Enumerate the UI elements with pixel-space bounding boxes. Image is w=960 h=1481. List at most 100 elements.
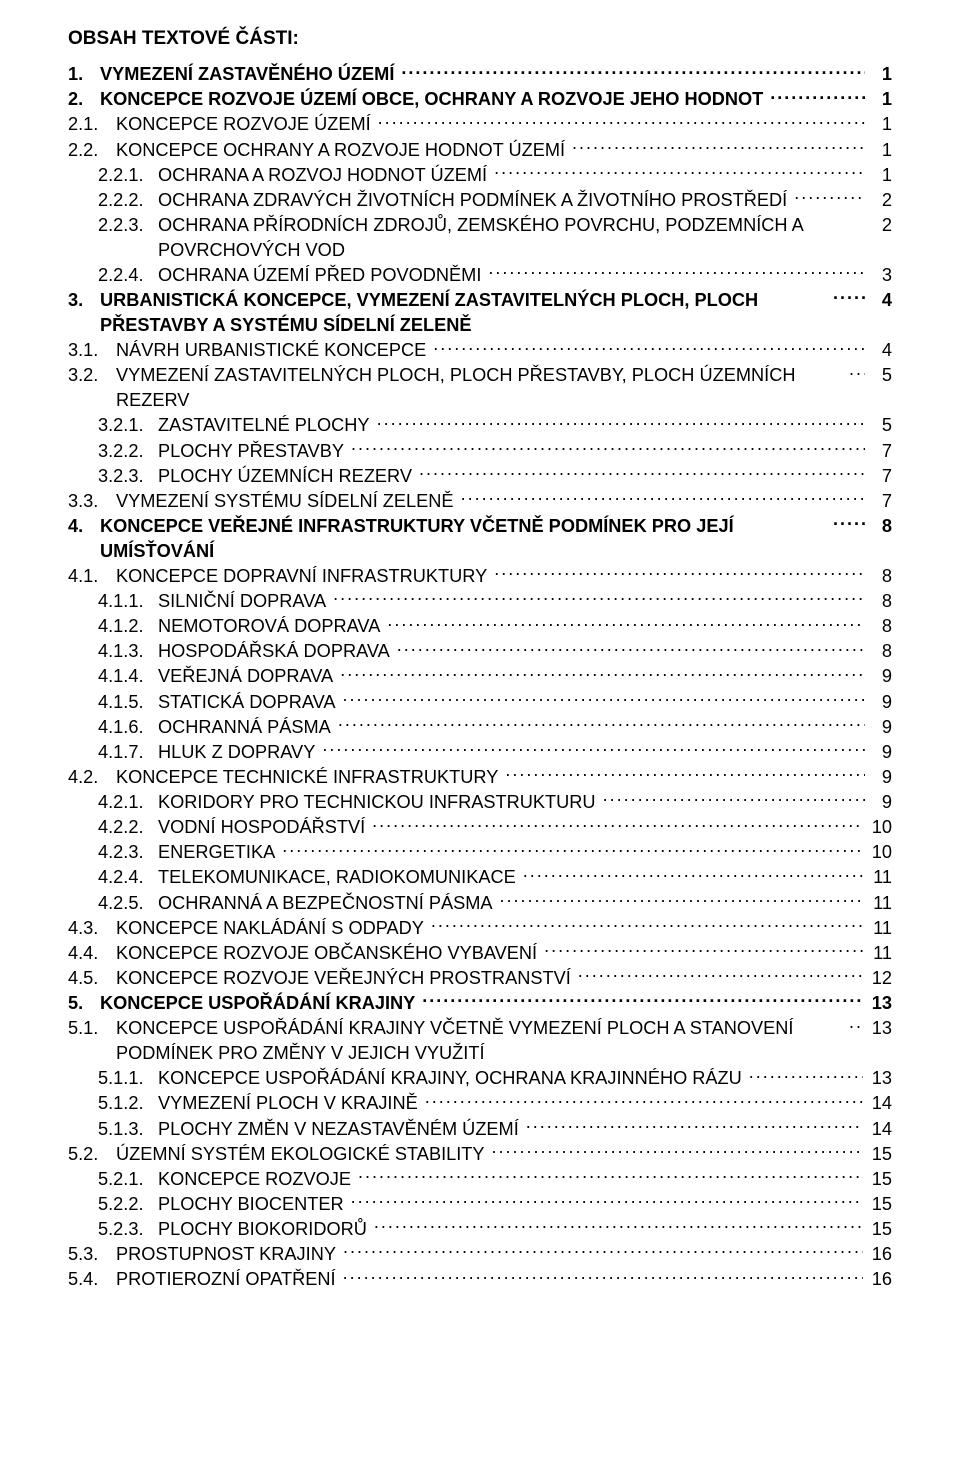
toc-entry: 5.1.1.KONCEPCE USPOŘÁDÁNÍ KRAJINY, OCHRA…	[68, 1066, 892, 1091]
toc-entry-text: VODNÍ HOSPODÁŘSTVÍ	[158, 815, 369, 840]
toc-entry-page: 3	[868, 263, 892, 288]
toc-entry: 1.VYMEZENÍ ZASTAVĚNÉHO ÚZEMÍ1	[68, 62, 892, 87]
toc-entry-text: NÁVRH URBANISTICKÉ KONCEPCE	[116, 338, 430, 363]
toc-entry-page: 7	[868, 489, 892, 514]
toc-entry-text: STATICKÁ DOPRAVA	[158, 690, 340, 715]
toc-entry-page: 10	[866, 815, 892, 840]
toc-leader	[282, 840, 863, 858]
toc-entry-number: 2.1.	[68, 112, 116, 137]
toc-leader	[523, 865, 864, 883]
toc-entry: 3.1.NÁVRH URBANISTICKÉ KONCEPCE4	[68, 338, 892, 363]
toc-entry: 3.2.3.PLOCHY ÚZEMNÍCH REZERV7	[68, 463, 892, 488]
toc-entry: 5.2.2.PLOCHY BIOCENTER15	[68, 1192, 892, 1217]
toc-entry-page: 9	[868, 790, 892, 815]
toc-entry-page: 8	[868, 589, 892, 614]
toc-leader	[431, 916, 864, 934]
toc-leader	[494, 163, 865, 181]
toc-entry-number: 4.1.3.	[98, 639, 158, 664]
toc-entry-page: 16	[866, 1267, 892, 1292]
toc-entry: 3.2.1.ZASTAVITELNÉ PLOCHY5	[68, 413, 892, 438]
toc-entry-number: 4.2.	[68, 765, 116, 790]
toc-entry-text: KONCEPCE TECHNICKÉ INFRASTRUKTURY	[116, 765, 502, 790]
toc-entry-text: NEMOTOROVÁ DOPRAVA	[158, 614, 384, 639]
toc-entry-page: 13	[866, 1066, 892, 1091]
toc-entry-text: KORIDORY PRO TECHNICKOU INFRASTRUKTURU	[158, 790, 600, 815]
toc-leader	[401, 62, 865, 80]
toc-entry-text: ZASTAVITELNÉ PLOCHY	[158, 413, 374, 438]
toc-entry-page: 1	[868, 62, 892, 87]
toc-leader	[494, 564, 865, 582]
toc-entry-number: 4.2.4.	[98, 865, 158, 890]
toc-entry-text: KONCEPCE USPOŘÁDÁNÍ KRAJINY, OCHRANA KRA…	[158, 1066, 746, 1091]
toc-entry-number: 5.4.	[68, 1267, 116, 1292]
toc-entry-page: 8	[868, 514, 892, 539]
toc-entry-number: 2.2.1.	[98, 163, 158, 188]
toc-entry-page: 1	[868, 87, 892, 112]
toc-entry: 4.3.KONCEPCE NAKLÁDÁNÍ S ODPADY11	[68, 916, 892, 941]
toc-leader	[358, 1167, 863, 1185]
toc-entry-text: KONCEPCE NAKLÁDÁNÍ S ODPADY	[116, 916, 428, 941]
toc-entry-number: 4.1.	[68, 564, 116, 589]
toc-entry: 3.URBANISTICKÁ KONCEPCE, VYMEZENÍ ZASTAV…	[68, 288, 892, 338]
toc-entry-number: 4.1.6.	[98, 715, 158, 740]
toc-entry-number: 3.2.2.	[98, 439, 158, 464]
toc-entry-page: 12	[866, 966, 892, 991]
toc-entry-page: 16	[866, 1242, 892, 1267]
toc-entry-number: 5.2.3.	[98, 1217, 158, 1242]
toc-entry-number: 2.2.	[68, 138, 116, 163]
toc-entry-page: 14	[866, 1091, 892, 1116]
toc-leader	[425, 1091, 863, 1109]
toc-leader	[351, 438, 865, 456]
toc-entry-number: 5.	[68, 991, 100, 1016]
toc-entry: 2.2.4.OCHRANA ÚZEMÍ PŘED POVODNĚMI3	[68, 263, 892, 288]
toc-entry-number: 5.1.	[68, 1016, 116, 1041]
toc-entry-text: ENERGETIKA	[158, 840, 279, 865]
toc-entry-text: OCHRANA PŘÍRODNÍCH ZDROJŮ, ZEMSKÉHO POVR…	[158, 213, 862, 263]
toc-entry-page: 7	[868, 439, 892, 464]
toc-entry-text: VYMEZENÍ ZASTAVITELNÝCH PLOCH, PLOCH PŘE…	[116, 363, 846, 413]
toc-leader	[833, 514, 865, 532]
toc-entry: 4.2.2.VODNÍ HOSPODÁŘSTVÍ10	[68, 815, 892, 840]
toc-entry-page: 9	[868, 690, 892, 715]
toc-entry-number: 4.2.3.	[98, 840, 158, 865]
toc-leader	[794, 188, 865, 206]
toc-leader	[343, 1242, 863, 1260]
toc-entry-text: OCHRANA ÚZEMÍ PŘED POVODNĚMI	[158, 263, 485, 288]
toc-leader	[461, 489, 865, 507]
toc-entry-text: KONCEPCE OCHRANY A ROZVOJE HODNOT ÚZEMÍ	[116, 138, 569, 163]
toc-leader	[578, 966, 863, 984]
toc-entry: 5.3.PROSTUPNOST KRAJINY16	[68, 1242, 892, 1267]
toc-entry-number: 4.1.2.	[98, 614, 158, 639]
toc-page: OBSAH TEXTOVÉ ČÁSTI: 1.VYMEZENÍ ZASTAVĚN…	[0, 0, 960, 1332]
toc-entry-number: 5.2.	[68, 1142, 116, 1167]
toc-leader	[544, 941, 864, 959]
toc-entry-page: 15	[866, 1217, 892, 1242]
toc-leader	[505, 765, 865, 783]
toc-leader	[849, 363, 865, 381]
toc-entry-page: 8	[868, 614, 892, 639]
toc-entry: 4.2.1.KORIDORY PRO TECHNICKOU INFRASTRUK…	[68, 790, 892, 815]
toc-entry-number: 5.1.2.	[98, 1091, 158, 1116]
toc-entry-text: OCHRANA ZDRAVÝCH ŽIVOTNÍCH PODMÍNEK A ŽI…	[158, 188, 791, 213]
toc-entry: 4.1.3.HOSPODÁŘSKÁ DOPRAVA8	[68, 639, 892, 664]
toc-entry: 4.1.4.VEŘEJNÁ DOPRAVA9	[68, 664, 892, 689]
toc-entry-number: 3.	[68, 288, 100, 313]
toc-leader	[572, 137, 865, 155]
toc-entry: 5.4.PROTIEROZNÍ OPATŘENÍ16	[68, 1267, 892, 1292]
toc-entry: 5.1.3.PLOCHY ZMĚN V NEZASTAVĚNÉM ÚZEMÍ14	[68, 1116, 892, 1141]
toc-entry: 4.1.6.OCHRANNÁ PÁSMA9	[68, 715, 892, 740]
toc-entry-number: 3.2.	[68, 363, 116, 388]
toc-leader	[492, 1141, 863, 1159]
toc-entry-text: KONCEPCE USPOŘÁDÁNÍ KRAJINY	[100, 991, 419, 1016]
toc-entry-page: 2	[868, 213, 892, 238]
toc-entry-number: 4.5.	[68, 966, 116, 991]
toc-leader	[526, 1116, 863, 1134]
toc-entry-text: OCHRANA A ROZVOJ HODNOT ÚZEMÍ	[158, 163, 491, 188]
toc-entry-text: KONCEPCE VEŘEJNÉ INFRASTRUKTURY VČETNĚ P…	[100, 514, 830, 564]
toc-leader	[351, 1192, 863, 1210]
toc-entry: 2.2.KONCEPCE OCHRANY A ROZVOJE HODNOT ÚZ…	[68, 137, 892, 162]
toc-leader	[374, 1217, 863, 1235]
toc-entry: 4.1.KONCEPCE DOPRAVNÍ INFRASTRUKTURY8	[68, 564, 892, 589]
toc-leader	[749, 1066, 863, 1084]
toc-leader	[488, 263, 865, 281]
